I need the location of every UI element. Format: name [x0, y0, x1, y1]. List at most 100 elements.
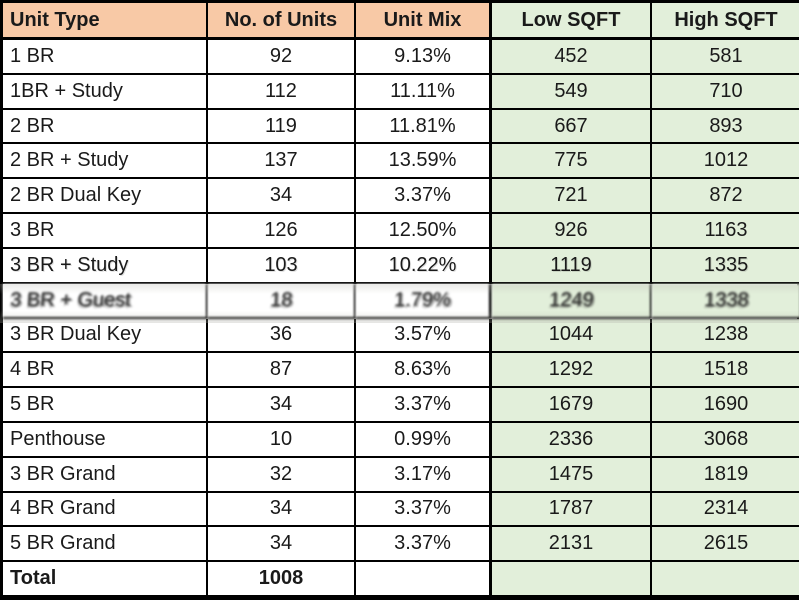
cell-value: 1008 [258, 567, 304, 590]
total-cell-unit-mix [356, 562, 492, 597]
cell-value: 9.13% [394, 44, 451, 67]
cell-value: 3 BR + Guest [9, 288, 132, 311]
cell-value: 1163 [704, 218, 748, 241]
column-header-label: Low SQFT [521, 8, 621, 31]
cell-unit-type: 2 BR [3, 109, 208, 145]
cell-value: 34 [269, 184, 293, 207]
cell-unit-type: 1 BR [3, 40, 208, 75]
cell-value: 3.17% [394, 462, 451, 485]
cell-value: 721 [554, 184, 588, 207]
cell-low-sqft: 1044 [492, 318, 652, 354]
cell-low-sqft: 1679 [492, 388, 652, 423]
cell-unit-type: 2 BR Dual Key [3, 179, 208, 215]
cell-value: 3.37% [394, 184, 451, 207]
cell-value: 0.99% [394, 427, 451, 450]
cell-value: 581 [709, 44, 743, 67]
total-cell-no-of-units: 1008 [208, 562, 356, 597]
cell-unit-mix: 8.63% [356, 353, 492, 389]
cell-value: 137 [264, 149, 298, 172]
cell-value: 1690 [703, 393, 749, 416]
cell-value: 4 BR [10, 358, 55, 381]
cell-value: 3.57% [394, 323, 451, 346]
cell-value: 1475 [548, 462, 594, 485]
cell-high-sqft: 1690 [652, 388, 799, 423]
cell-low-sqft: 926 [492, 214, 652, 249]
cell-high-sqft: 1518 [652, 353, 799, 389]
cell-no-of-units: 34 [208, 527, 356, 563]
cell-value: 103 [264, 253, 298, 276]
cell-low-sqft: 775 [492, 144, 652, 180]
cell-value: 872 [709, 184, 743, 207]
cell-unit-type: 5 BR [3, 388, 208, 423]
cell-unit-mix: 11.81% [356, 109, 492, 145]
cell-unit-type: 4 BR Grand [3, 492, 208, 528]
cell-unit-mix: 12.50% [356, 214, 492, 249]
cell-value: 3 BR + Study [10, 253, 129, 276]
total-cell-low-sqft [492, 562, 652, 597]
cell-value: 1BR + Study [10, 79, 123, 102]
cell-unit-mix: 10.22% [356, 248, 492, 284]
cell-value: 2336 [548, 427, 594, 450]
cell-value: 452 [554, 44, 588, 67]
cell-value: 1819 [703, 462, 749, 485]
cell-value: 34 [269, 497, 293, 520]
cell-unit-type: 3 BR Dual Key [3, 318, 208, 354]
cell-unit-mix: 13.59% [356, 144, 492, 180]
cell-no-of-units: 112 [208, 74, 356, 110]
cell-value: 893 [709, 114, 743, 137]
cell-value: 1.79% [393, 288, 452, 311]
cell-no-of-units: 87 [208, 353, 356, 389]
cell-high-sqft: 1819 [652, 457, 799, 493]
cell-unit-type: Penthouse [3, 422, 208, 458]
cell-value: 3 BR [10, 218, 55, 241]
cell-no-of-units: 34 [208, 492, 356, 528]
cell-value: 2615 [703, 532, 749, 555]
cell-low-sqft: 1119 [492, 248, 652, 284]
cell-value: 8.63% [394, 358, 451, 381]
cell-low-sqft: 2336 [492, 422, 652, 458]
cell-value: 13.59% [388, 149, 457, 172]
cell-value: 2 BR [10, 114, 55, 137]
cell-value: 1012 [703, 149, 749, 172]
cell-value: 34 [269, 532, 293, 555]
cell-value: 119 [265, 114, 297, 137]
cell-value: 1787 [548, 497, 594, 520]
cell-unit-mix: 3.57% [356, 318, 492, 354]
cell-value: 3.37% [394, 393, 451, 416]
cell-value: 3.37% [394, 532, 451, 555]
cell-value: 1679 [548, 393, 594, 416]
cell-value: 1338 [703, 288, 749, 311]
cell-no-of-units: 137 [208, 144, 356, 180]
cell-value: 10 [269, 427, 293, 450]
cell-value: 87 [269, 358, 293, 381]
cell-value: 926 [554, 218, 588, 241]
cell-no-of-units: 34 [208, 179, 356, 215]
cell-high-sqft: 893 [652, 109, 799, 145]
column-header-label: Unit Type [10, 8, 100, 31]
cell-value: 2 BR Dual Key [10, 184, 142, 207]
column-header-unit-type: Unit Type [3, 3, 208, 40]
cell-value: 1238 [703, 323, 749, 346]
cell-no-of-units: 18 [208, 283, 356, 319]
cell-unit-mix: 3.37% [356, 179, 492, 215]
cell-unit-type: 3 BR + Study [3, 248, 208, 284]
cell-high-sqft: 1238 [652, 318, 799, 354]
cell-low-sqft: 1787 [492, 492, 652, 528]
cell-no-of-units: 103 [208, 248, 356, 284]
cell-low-sqft: 1292 [492, 353, 652, 389]
cell-value: Penthouse [10, 427, 106, 450]
cell-value: 1292 [548, 358, 594, 381]
cell-unit-type: 1BR + Study [3, 74, 208, 110]
cell-unit-type: 3 BR Grand [3, 457, 208, 493]
column-header-high-sqft: High SQFT [652, 3, 799, 40]
cell-low-sqft: 2131 [492, 527, 652, 563]
column-header-label: High SQFT [674, 8, 778, 31]
cell-value: 12.50% [388, 218, 457, 241]
cell-value: 2131 [548, 532, 594, 555]
cell-high-sqft: 710 [652, 74, 799, 110]
cell-no-of-units: 34 [208, 388, 356, 423]
cell-value: 775 [554, 149, 588, 172]
cell-unit-mix: 11.11% [356, 74, 492, 110]
cell-low-sqft: 452 [492, 40, 652, 75]
cell-value: 5 BR [10, 393, 55, 416]
